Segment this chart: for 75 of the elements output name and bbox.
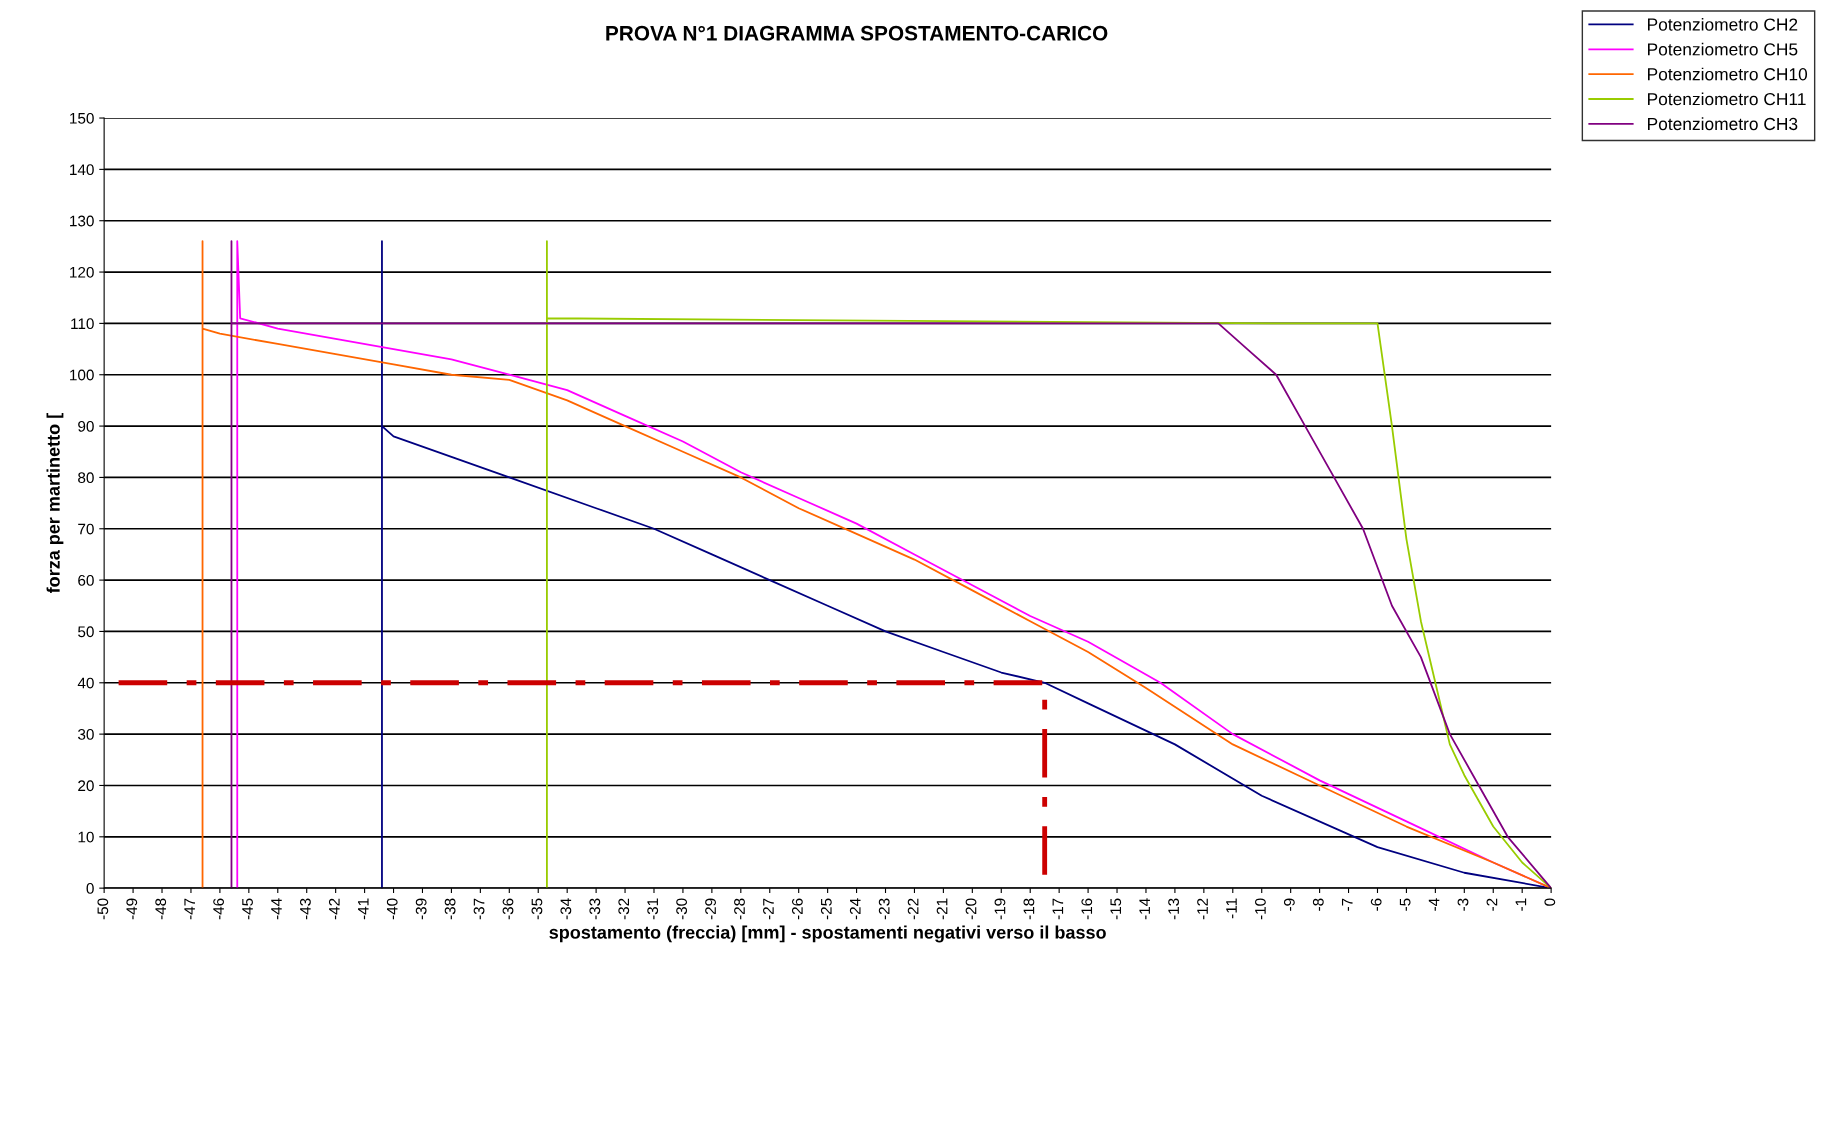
x-tick-label: -3: [1457, 898, 1469, 911]
x-tick-label: -28: [734, 898, 745, 920]
y-tick-label: 120: [70, 266, 94, 278]
x-tick-label: -12: [1197, 898, 1208, 920]
x-tick-label: -16: [1081, 898, 1093, 920]
x-tick-label: -29: [705, 898, 716, 920]
x-tick-label: -4: [1428, 898, 1440, 911]
x-axis-title: spostamento (freccia) [mm] - spostamenti negativi verso il basso: [549, 925, 1106, 943]
y-tick-label: 40: [77, 677, 94, 689]
x-tick-label: -40: [386, 898, 398, 920]
x-tick-label: -6: [1370, 898, 1382, 911]
x-tick-label: -24: [849, 898, 861, 920]
x-tick-label: -45: [242, 898, 253, 920]
x-tick-label: -17: [1052, 898, 1064, 920]
x-tick-label: -25: [820, 898, 832, 920]
x-tick-label: -22: [907, 898, 919, 920]
x-tick-label: -50: [97, 898, 109, 920]
x-tick-label: -32: [618, 898, 630, 920]
y-tick-label: 90: [78, 420, 94, 432]
y-tick-label: 140: [70, 164, 94, 176]
x-tick-label: 0: [1544, 898, 1556, 906]
x-tick-label: -7: [1341, 898, 1353, 911]
x-tick-label: -11: [1226, 898, 1237, 919]
chart-title: PROVA N°1 DIAGRAMMA SPOSTAMENTO-CARICO: [606, 25, 1108, 41]
x-tick-label: -5: [1399, 898, 1411, 911]
x-tick-label: -1: [1515, 898, 1527, 911]
y-tick-label: 50: [78, 626, 94, 638]
x-tick-label: -21: [936, 898, 948, 920]
x-tick-label: -42: [328, 898, 340, 920]
x-tick-label: -27: [763, 898, 774, 920]
x-tick-label: -47: [184, 898, 195, 920]
x-tick-label: -41: [358, 898, 369, 920]
x-tick-label: -13: [1168, 898, 1180, 920]
x-tick-label: -23: [878, 898, 890, 920]
x-tick-label: -15: [1110, 898, 1122, 920]
x-tick-label: -18: [1023, 898, 1035, 920]
x-tick-label: -46: [213, 898, 224, 920]
legend-label: Potenziometro CH3: [1648, 117, 1798, 131]
x-tick-label: -38: [444, 898, 456, 920]
legend-label: Potenziometro CH5: [1648, 42, 1798, 56]
x-tick-label: -30: [676, 898, 688, 920]
x-tick-label: -26: [791, 898, 803, 920]
y-tick-label: 0: [86, 883, 94, 894]
x-tick-label: -14: [1139, 898, 1150, 920]
y-tick-label: 10: [78, 831, 94, 843]
x-tick-label: -10: [1255, 898, 1266, 920]
y-tick-label: 130: [70, 215, 94, 227]
y-tick-label: 70: [78, 523, 94, 535]
x-tick-label: -44: [271, 898, 282, 920]
x-tick-label: -33: [589, 898, 601, 920]
x-tick-label: -43: [300, 898, 311, 920]
x-tick-label: -2: [1486, 898, 1498, 911]
legend-label: Potenziometro CH10: [1648, 67, 1808, 81]
x-tick-label: -39: [415, 898, 427, 920]
x-tick-label: -31: [647, 898, 659, 920]
y-tick-label: 150: [70, 112, 94, 124]
x-tick-label: -37: [473, 898, 485, 920]
x-tick-label: -8: [1312, 898, 1324, 911]
y-tick-label: 100: [70, 369, 94, 381]
y-tick-label: 60: [78, 574, 94, 586]
y-tick-label: 20: [78, 780, 94, 792]
y-tick-label: 110: [71, 318, 94, 330]
x-tick-label: -20: [965, 898, 977, 920]
y-tick-label: 30: [78, 729, 94, 740]
x-tick-label: -35: [531, 898, 543, 920]
y-tick-label: 80: [78, 472, 94, 484]
x-tick-label: -36: [502, 898, 514, 920]
x-tick-label: -49: [126, 898, 138, 920]
y-axis-title: forza per martinetto [: [46, 413, 64, 594]
legend-label: Potenziometro CH11: [1648, 92, 1806, 106]
x-tick-label: -48: [155, 898, 167, 920]
x-tick-label: -9: [1283, 898, 1295, 911]
x-tick-label: -34: [560, 898, 572, 920]
legend-label: Potenziometro CH2: [1648, 17, 1798, 31]
x-tick-label: -19: [994, 898, 1006, 920]
